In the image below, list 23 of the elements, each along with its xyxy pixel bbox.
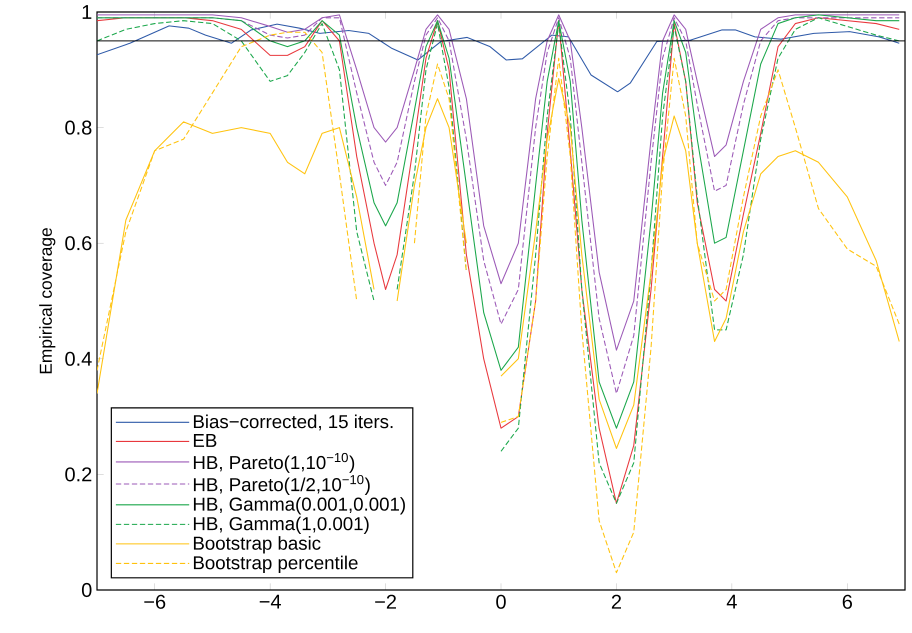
- y-tick-label: 0.6: [65, 236, 92, 250]
- x-tick-label: 2: [612, 594, 621, 609]
- legend-label: EB: [194, 434, 216, 447]
- legend-label: Bootstrap basic: [194, 536, 321, 554]
- legend-label: Bias−corrected, 15 iters.: [194, 414, 392, 430]
- y-tick-label: 0.2: [65, 467, 92, 482]
- x-tick-label: −4: [260, 594, 281, 608]
- legend-label: HB, Gamma(0.001,0.001): [194, 497, 405, 514]
- y-tick-label: 0.4: [65, 352, 92, 366]
- y-tick-label: 0.8: [65, 120, 92, 135]
- x-tick-label: 6: [842, 594, 852, 609]
- legend-label: Bootstrap percentile: [194, 556, 358, 574]
- legend-label: HB, Pareto(1,10$^{−10}$): [194, 452, 354, 473]
- x-tick-label: 4: [726, 594, 737, 608]
- x-tick-label: 0: [496, 594, 506, 609]
- legend-label: HB, Gamma(1,0.001): [194, 516, 369, 534]
- line-series: [97, 24, 900, 92]
- y-tick-label: 0: [82, 582, 92, 598]
- y-tick-label: 1: [82, 5, 92, 19]
- x-tick-label: −2: [375, 594, 396, 609]
- x-tick-label: −6: [144, 594, 166, 609]
- y-axis-title: Empirical coverage: [39, 228, 56, 374]
- legend-label: HB, Pareto(1/2,10$^{−10}$): [194, 474, 370, 495]
